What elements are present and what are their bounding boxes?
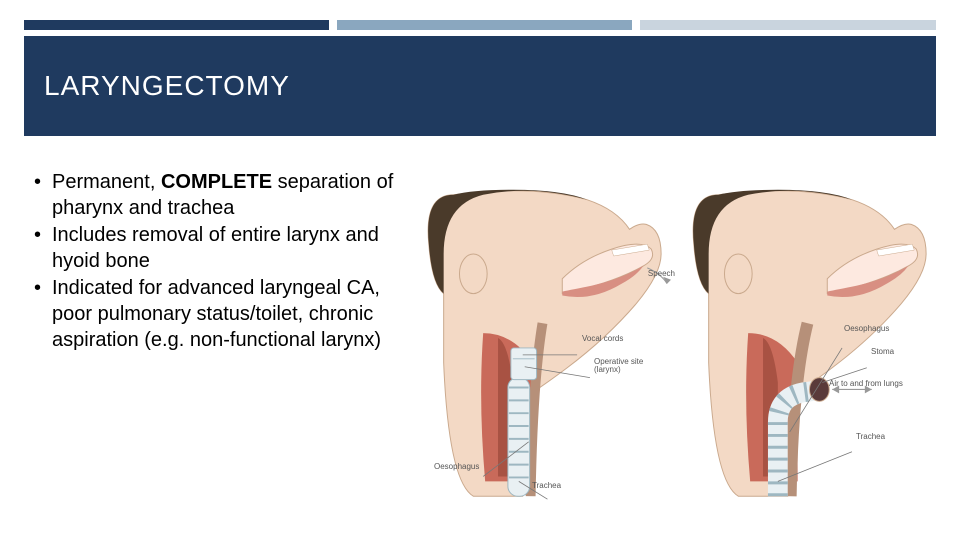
label-air: Air to and from lungs bbox=[829, 380, 919, 388]
label-oesophagus-r: Oesophagus bbox=[844, 325, 889, 333]
bullet-1: Permanent, COMPLETE separation of pharyn… bbox=[24, 170, 404, 221]
title-band: LARYNGECTOMY bbox=[24, 36, 936, 136]
trachea-icon bbox=[508, 378, 530, 497]
label-vocal-cords: Vocal cords bbox=[582, 335, 623, 343]
label-oesophagus-l: Oesophagus bbox=[434, 463, 479, 471]
content-area: Permanent, COMPLETE separation of pharyn… bbox=[24, 170, 936, 516]
bullet-list: Permanent, COMPLETE separation of pharyn… bbox=[24, 170, 414, 516]
bullet-2-text: Includes removal of entire larynx and hy… bbox=[52, 224, 379, 272]
bullet-2: Includes removal of entire larynx and hy… bbox=[24, 223, 404, 274]
label-stoma: Stoma bbox=[871, 348, 894, 356]
slide: LARYNGECTOMY Permanent, COMPLETE separat… bbox=[0, 0, 960, 540]
label-speech: Speech bbox=[648, 270, 675, 278]
label-trachea-l: Trachea bbox=[532, 482, 561, 490]
bullet-3-text: Indicated for advanced laryngeal CA, poo… bbox=[52, 277, 381, 350]
label-operative: Operative site (larynx) bbox=[594, 358, 654, 375]
accent-seg-1 bbox=[24, 20, 329, 30]
accent-bar bbox=[24, 20, 936, 30]
bullet-1-bold: COMPLETE bbox=[161, 171, 272, 193]
diagram-right: Oesophagus Stoma Air to and from lungs T… bbox=[679, 170, 936, 516]
diagram-left: Speech Vocal cords Operative site (laryn… bbox=[414, 170, 671, 516]
slide-title: LARYNGECTOMY bbox=[44, 70, 290, 102]
label-trachea-r: Trachea bbox=[856, 433, 885, 441]
bullet-3: Indicated for advanced laryngeal CA, poo… bbox=[24, 276, 404, 353]
head-neck-after-icon bbox=[679, 170, 936, 516]
accent-seg-2 bbox=[337, 20, 633, 30]
accent-seg-3 bbox=[640, 20, 936, 30]
bullet-1-prefix: Permanent, bbox=[52, 171, 161, 193]
diagram-area: Speech Vocal cords Operative site (laryn… bbox=[414, 170, 936, 516]
